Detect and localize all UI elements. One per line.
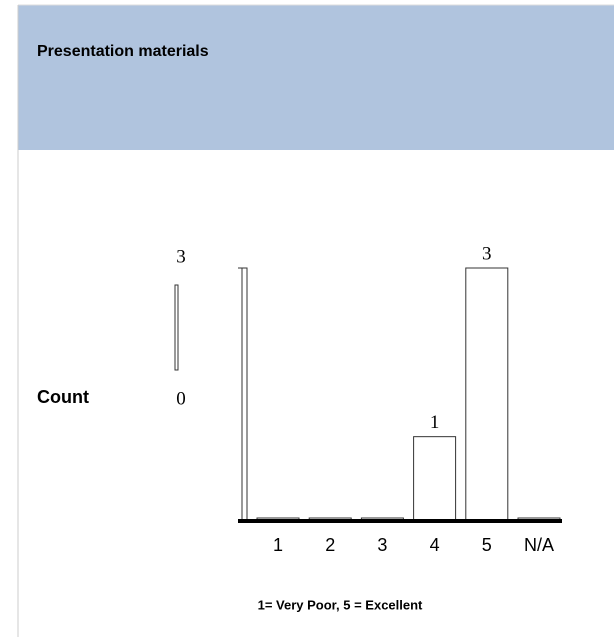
chart-title: Presentation materials — [37, 43, 209, 60]
value-label: 1 — [430, 412, 440, 433]
y-tick-label: 0 — [176, 388, 186, 409]
bar — [465, 267, 509, 522]
baseline — [238, 519, 562, 523]
x-axis-label: 1= Very Poor, 5 = Excellent — [258, 597, 423, 612]
value-label: 3 — [482, 243, 492, 264]
bar — [413, 436, 457, 522]
x-tick-label: 2 — [325, 535, 335, 555]
x-tick-label: N/A — [524, 535, 554, 555]
scale-legend — [174, 284, 179, 371]
y-tick-label: 3 — [176, 246, 186, 267]
x-tick-label: 3 — [377, 535, 387, 555]
x-tick-label: 1 — [273, 535, 283, 555]
header — [18, 5, 614, 150]
y-axis — [241, 267, 248, 522]
x-tick-label: 4 — [430, 535, 440, 555]
y-axis-label: Count — [37, 387, 89, 407]
x-tick-label: 5 — [482, 535, 492, 555]
